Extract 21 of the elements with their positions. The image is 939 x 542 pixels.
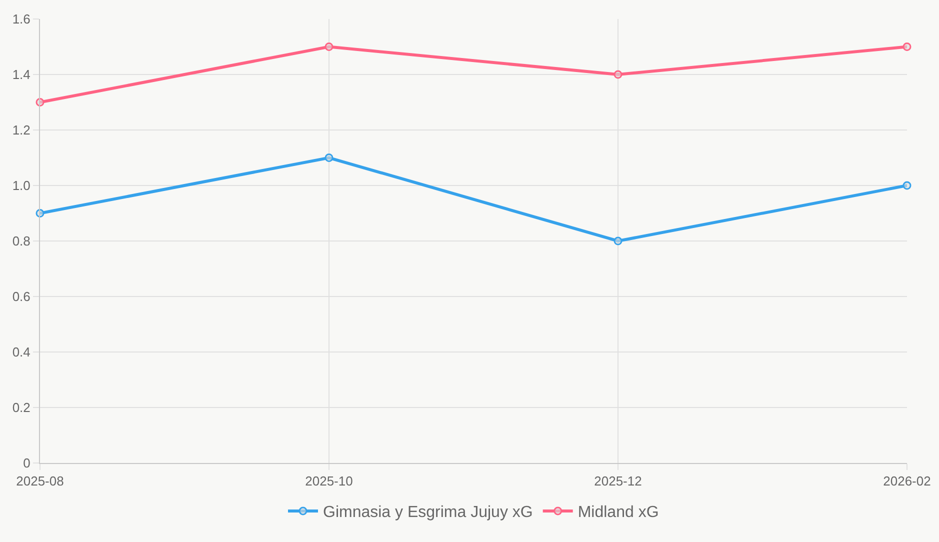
x-tick-label: 2025-08 [16, 474, 64, 489]
point [614, 70, 622, 79]
y-tick-label: 1.4 [12, 67, 30, 82]
y-tick-label: 1.0 [12, 178, 30, 194]
y-tick-label: 0.4 [12, 344, 30, 360]
x-tick-label: 2026-02 [883, 474, 931, 489]
y-tick-label: 1.2 [12, 122, 30, 138]
y-tick-label: 0.8 [12, 234, 30, 249]
point [324, 42, 334, 51]
legend-label: Midland xG [578, 504, 659, 522]
legend-label: Gimnasia y Esgrima Jujuy xG [323, 504, 533, 522]
x-tick-label: 2025-12 [594, 474, 642, 489]
point [902, 42, 912, 51]
y-tick-label: 0 [23, 456, 30, 471]
y-tick-label: 0.2 [12, 400, 30, 416]
point [614, 236, 622, 246]
y-tick-label: 0.6 [12, 289, 30, 304]
point [324, 154, 334, 162]
x-tick-label: 2025-10 [305, 474, 353, 489]
point [902, 181, 912, 190]
y-tick-label: 1.6 [12, 12, 30, 27]
